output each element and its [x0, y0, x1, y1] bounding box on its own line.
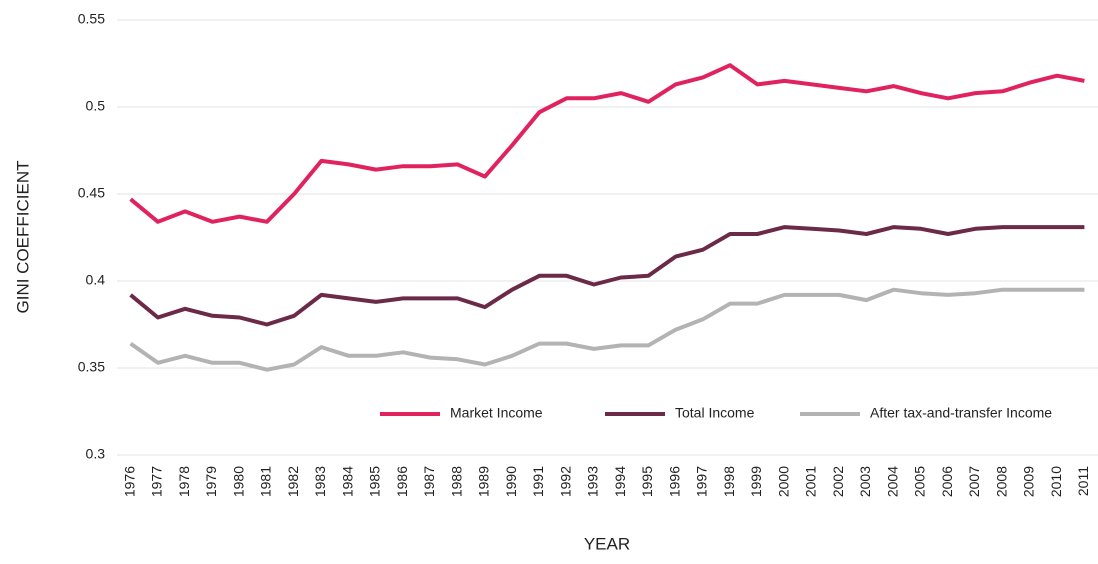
x-tick-label: 1976 — [121, 466, 137, 497]
x-tick-label: 2008 — [993, 466, 1009, 497]
x-tick-label: 1978 — [176, 466, 192, 497]
x-tick-label: 2011 — [1075, 466, 1091, 496]
x-tick-label: 1987 — [421, 466, 437, 497]
y-tick-label: 0.55 — [78, 11, 105, 27]
x-tick-label: 2010 — [1048, 466, 1064, 497]
x-tick-label: 1989 — [476, 466, 492, 497]
data-line — [129, 225, 1085, 327]
data-line — [129, 63, 1085, 224]
y-tick-label: 0.3 — [86, 446, 106, 462]
x-tick-label: 1995 — [639, 466, 655, 497]
x-tick-label: 2003 — [857, 466, 873, 497]
y-tick-label: 0.35 — [78, 359, 105, 375]
x-tick-label: 1988 — [448, 466, 464, 497]
x-tick-label: 1979 — [203, 466, 219, 497]
x-tick-label: 1991 — [530, 466, 546, 497]
x-tick-label: 2006 — [939, 466, 955, 497]
x-tick-label: 1992 — [557, 466, 573, 497]
x-tick-label: 1981 — [258, 466, 274, 497]
x-tick-label: 2001 — [803, 466, 819, 497]
x-tick-label: 2009 — [1021, 466, 1037, 497]
x-tick-label: 1990 — [503, 466, 519, 497]
x-tick-label: 2000 — [775, 466, 791, 497]
x-tick-label: 2002 — [830, 466, 846, 497]
y-tick-label: 0.45 — [78, 185, 105, 201]
x-tick-label: 1977 — [149, 466, 165, 497]
x-tick-label: 1994 — [612, 466, 628, 497]
x-tick-label: 1985 — [367, 466, 383, 497]
legend-label: Market Income — [450, 405, 543, 421]
x-tick-label: 2005 — [912, 466, 928, 497]
x-tick-label: 1986 — [394, 466, 410, 497]
x-tick-label: 1998 — [721, 466, 737, 497]
x-tick-label: 1980 — [230, 466, 246, 497]
x-tick-label: 2004 — [884, 466, 900, 497]
y-axis-title: GINI COEFFICIENT — [13, 161, 32, 314]
x-tick-label: 1997 — [694, 466, 710, 497]
x-tick-label: 1983 — [312, 466, 328, 497]
x-tick-label: 1982 — [285, 466, 301, 497]
x-tick-label: 1984 — [339, 466, 355, 497]
y-tick-label: 0.5 — [86, 98, 106, 114]
x-tick-label: 1996 — [666, 466, 682, 497]
y-tick-label: 0.4 — [86, 272, 106, 288]
legend-label: Total Income — [675, 405, 755, 421]
x-tick-label: 2007 — [966, 466, 982, 497]
x-tick-label: 1993 — [585, 466, 601, 497]
data-line — [129, 287, 1085, 372]
x-tick-label: 1999 — [748, 466, 764, 497]
x-axis-title: YEAR — [584, 534, 630, 553]
legend-label: After tax-and-transfer Income — [870, 405, 1052, 421]
